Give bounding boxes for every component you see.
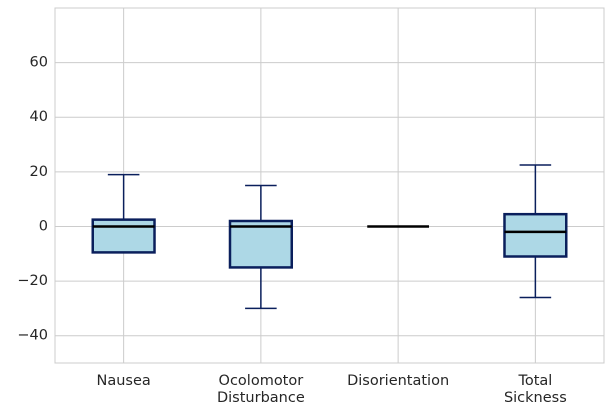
box (91, 218, 156, 254)
y-tick-label: −40 (17, 328, 48, 344)
y-tick-label: 20 (30, 164, 48, 180)
y-tick-label: 0 (39, 218, 48, 234)
x-tick-label-line: Nausea (96, 373, 150, 389)
y-tick-label: 60 (30, 55, 48, 71)
x-tick-label: Disorientation (347, 373, 449, 389)
box (503, 212, 568, 258)
y-tick-label: 40 (30, 109, 48, 125)
x-tick-label: Ocolomotor Disturbance (217, 373, 305, 406)
x-tick-label: Total Sickness (504, 373, 567, 406)
plot-frame (54, 7, 605, 364)
x-tick-label-line: Disorientation (347, 373, 449, 389)
x-tick-label-line: Total (517, 373, 552, 389)
box (228, 219, 294, 269)
x-tick-label-line: Sickness (504, 390, 567, 406)
x-tick-label-line: Ocolomotor (219, 373, 304, 389)
x-tick-label: Nausea (96, 373, 150, 389)
x-tick-label-line: Disturbance (217, 390, 305, 406)
y-tick-label: −20 (17, 273, 48, 289)
